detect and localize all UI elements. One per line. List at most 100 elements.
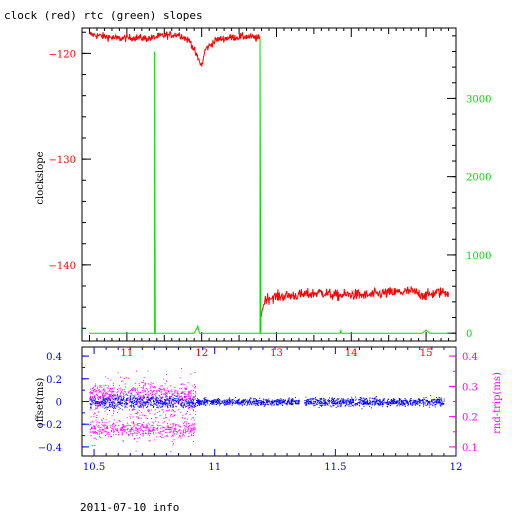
scatter-point xyxy=(193,405,195,407)
scatter-point xyxy=(114,419,116,421)
scatter-point xyxy=(292,403,294,405)
scatter-point xyxy=(238,401,240,403)
scatter-point xyxy=(136,411,138,413)
scatter-point xyxy=(133,438,135,439)
scatter-point xyxy=(352,398,354,400)
scatter-point xyxy=(263,405,265,407)
scatter-point xyxy=(383,400,385,402)
chart-title: clock (red) rtc (green) slopes xyxy=(4,9,203,22)
scatter-point xyxy=(361,408,363,410)
scatter-point xyxy=(115,398,117,400)
scatter-point xyxy=(98,433,100,435)
scatter-point xyxy=(116,399,118,401)
scatter-point xyxy=(98,401,100,403)
scatter-point xyxy=(329,397,330,399)
scatter-point xyxy=(118,395,120,397)
scatter-point xyxy=(410,400,412,402)
scatter-point xyxy=(345,403,347,405)
bottom-left-tick-label: 0.2 xyxy=(46,375,62,386)
scatter-point xyxy=(193,417,195,419)
scatter-point xyxy=(223,399,225,401)
scatter-point xyxy=(172,404,173,406)
scatter-point xyxy=(248,399,250,401)
scatter-point xyxy=(194,402,196,404)
scatter-point xyxy=(203,397,205,399)
scatter-point xyxy=(139,406,141,408)
scatter-point xyxy=(107,385,109,387)
scatter-point xyxy=(158,432,159,434)
scatter-point xyxy=(89,399,91,401)
scatter-point xyxy=(174,427,176,429)
scatter-point xyxy=(347,404,349,406)
scatter-point xyxy=(142,391,144,393)
scatter-point xyxy=(254,398,256,399)
scatter-point xyxy=(106,427,108,428)
scatter-point xyxy=(96,407,98,409)
scatter-point xyxy=(392,401,394,403)
scatter-point xyxy=(324,404,326,406)
scatter-point xyxy=(197,398,198,400)
scatter-point xyxy=(92,397,93,399)
scatter-point xyxy=(191,394,193,396)
scatter-point xyxy=(361,402,362,404)
scatter-point xyxy=(184,404,186,406)
scatter-point xyxy=(157,398,159,399)
scatter-point xyxy=(92,401,94,403)
scatter-point xyxy=(104,394,106,396)
scatter-point xyxy=(177,432,178,434)
scatter-point xyxy=(174,387,176,389)
scatter-point xyxy=(163,411,165,413)
scatter-point xyxy=(190,399,192,401)
scatter-point xyxy=(128,390,130,392)
scatter-point xyxy=(120,402,122,404)
scatter-point xyxy=(121,403,123,404)
top-plot-frame xyxy=(81,27,457,342)
scatter-point xyxy=(99,403,101,405)
scatter-point xyxy=(124,407,126,409)
scatter-point xyxy=(189,401,191,403)
scatter-point xyxy=(171,409,173,411)
scatter-point xyxy=(321,399,323,401)
scatter-point xyxy=(91,392,92,394)
scatter-point xyxy=(92,421,94,423)
scatter-point xyxy=(318,401,320,403)
scatter-point xyxy=(161,385,163,387)
scatter-point xyxy=(215,400,216,402)
scatter-point xyxy=(187,393,189,395)
scatter-point xyxy=(346,401,348,403)
scatter-point xyxy=(411,404,413,406)
scatter-point xyxy=(91,388,93,390)
scatter-point xyxy=(142,403,144,405)
scatter-point xyxy=(98,411,99,413)
scatter-point xyxy=(166,435,168,437)
scatter-point xyxy=(184,391,186,393)
scatter-point xyxy=(393,399,395,401)
scatter-point xyxy=(289,403,291,405)
scatter-point xyxy=(135,400,137,402)
scatter-point xyxy=(135,397,136,399)
scatter-point xyxy=(218,400,220,402)
scatter-point xyxy=(308,401,310,403)
scatter-point xyxy=(107,399,109,401)
scatter-point xyxy=(118,385,120,387)
scatter-point xyxy=(174,411,176,413)
scatter-point xyxy=(316,399,318,400)
scatter-point xyxy=(190,430,191,432)
scatter-point xyxy=(198,402,200,404)
scatter-point xyxy=(184,397,186,399)
scatter-point xyxy=(153,400,155,402)
scatter-point xyxy=(307,400,309,402)
scatter-point xyxy=(258,402,260,404)
scatter-point xyxy=(166,417,168,419)
scatter-point xyxy=(343,402,345,404)
scatter-point xyxy=(353,402,354,403)
scatter-point xyxy=(103,394,105,396)
scatter-point xyxy=(214,400,216,402)
scatter-point xyxy=(285,402,287,404)
scatter-point xyxy=(154,409,156,411)
scatter-point xyxy=(136,416,138,418)
scatter-point xyxy=(121,398,123,399)
scatter-point xyxy=(137,402,139,404)
scatter-point xyxy=(105,430,106,432)
scatter-point xyxy=(235,397,237,399)
